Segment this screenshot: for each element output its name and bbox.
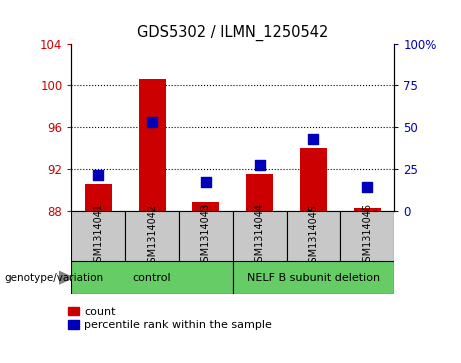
- Text: control: control: [133, 273, 171, 283]
- Bar: [233, 211, 287, 261]
- Text: GSM1314045: GSM1314045: [308, 203, 319, 269]
- Text: GSM1314046: GSM1314046: [362, 203, 372, 269]
- Bar: [193, 202, 219, 211]
- Bar: [85, 184, 112, 211]
- Text: genotype/variation: genotype/variation: [5, 273, 104, 283]
- Point: [364, 184, 371, 190]
- Bar: [300, 148, 327, 211]
- Text: GSM1314041: GSM1314041: [93, 203, 103, 269]
- Point: [148, 119, 156, 125]
- Text: NELF B subunit deletion: NELF B subunit deletion: [247, 273, 380, 283]
- Bar: [340, 211, 394, 261]
- Text: GSM1314044: GSM1314044: [254, 203, 265, 269]
- Point: [256, 163, 263, 168]
- Bar: [71, 261, 233, 294]
- Bar: [233, 261, 394, 294]
- Text: GSM1314043: GSM1314043: [201, 203, 211, 269]
- Point: [202, 179, 210, 185]
- Bar: [125, 211, 179, 261]
- Point: [95, 172, 102, 178]
- Legend: count, percentile rank within the sample: count, percentile rank within the sample: [68, 307, 272, 330]
- Bar: [71, 211, 125, 261]
- Text: GSM1314042: GSM1314042: [147, 203, 157, 269]
- Polygon shape: [59, 271, 73, 284]
- Bar: [139, 79, 165, 211]
- Bar: [246, 174, 273, 211]
- Bar: [354, 208, 381, 211]
- Bar: [287, 211, 340, 261]
- Bar: [179, 211, 233, 261]
- Title: GDS5302 / ILMN_1250542: GDS5302 / ILMN_1250542: [137, 25, 329, 41]
- Point: [310, 136, 317, 142]
